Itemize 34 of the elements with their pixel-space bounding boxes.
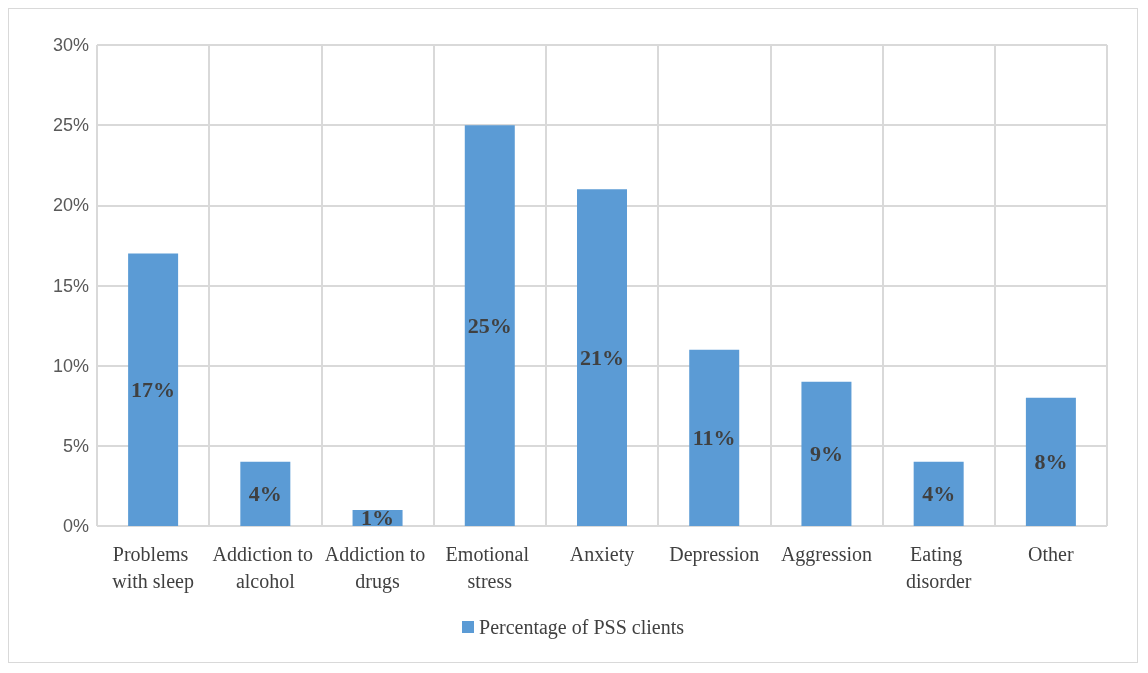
bar xyxy=(913,461,964,526)
x-tick-label: Eating disorder xyxy=(905,542,972,592)
bar xyxy=(801,381,852,526)
bar xyxy=(1025,397,1076,526)
text: 4% xyxy=(248,481,282,507)
text: 21% xyxy=(580,345,624,371)
x-tick-label: Depression xyxy=(669,542,760,566)
x-tick-label: Addiction to drugs xyxy=(324,542,431,593)
bar xyxy=(240,461,291,526)
bar xyxy=(464,125,515,526)
text: 4% xyxy=(922,481,956,507)
y-tick-label: 25% xyxy=(52,115,89,136)
text: 17% xyxy=(131,377,176,403)
x-tick-label: Problems with sleep xyxy=(112,542,194,593)
x-tick-label: Other xyxy=(1028,542,1074,565)
x-tick-label: Emotional stress xyxy=(445,542,534,592)
y-tick-label: 0% xyxy=(62,516,89,536)
x-tick-label: Addiction to alcohol xyxy=(212,542,319,592)
bar xyxy=(128,253,179,526)
text: 25% xyxy=(467,313,512,339)
text: 1% xyxy=(361,505,395,531)
text: 9% xyxy=(809,441,843,467)
y-tick-label: 30% xyxy=(52,35,89,55)
y-tick-label: 10% xyxy=(52,355,89,376)
x-tick-label: Aggression xyxy=(780,542,872,566)
y-tick-label: 15% xyxy=(52,275,89,296)
y-tick-label: 5% xyxy=(62,435,89,456)
y-tick-label: 20% xyxy=(52,195,89,216)
legend-label: Percentage of PSS clients xyxy=(479,616,685,639)
text: 11% xyxy=(692,425,736,451)
bar xyxy=(689,349,740,526)
text: 8% xyxy=(1034,449,1068,475)
x-tick-label: Anxiety xyxy=(569,542,635,566)
bar xyxy=(577,189,627,526)
